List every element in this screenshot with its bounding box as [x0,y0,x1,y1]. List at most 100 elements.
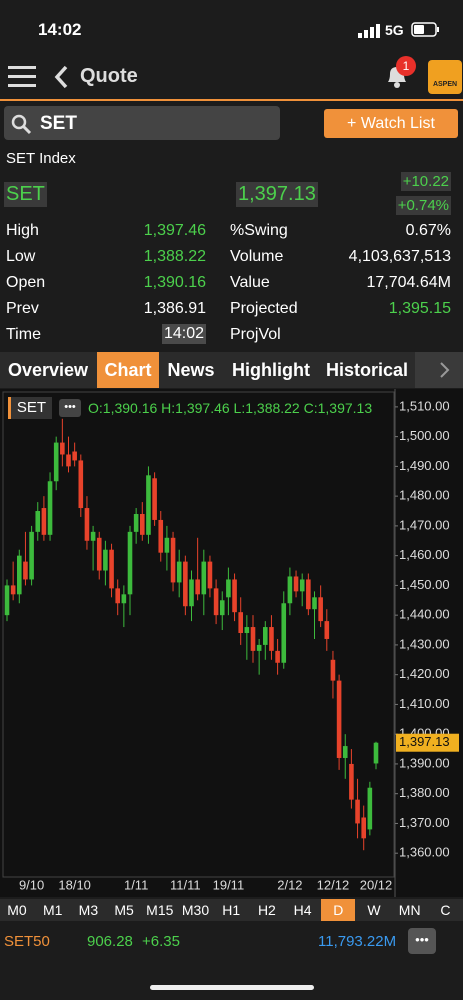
candle-body [287,576,293,604]
candle-body [244,627,250,634]
candle-body [238,612,243,634]
candle-body [35,511,41,532]
candle-body [4,585,10,616]
battery-icon [411,22,439,37]
tab[interactable]: Overview [7,360,89,380]
timeframe[interactable]: M3 [78,902,99,918]
candle-body [115,588,120,604]
timeframe-bar: M0 M1 M3 M5 M15 M30 H1 H2 H4 D W MN C [0,899,463,921]
candle-body [226,579,231,598]
candle-body [355,799,360,824]
row-value: 1,388.22 [143,248,206,265]
timeframe[interactable]: C [440,902,451,918]
symbol: SET [4,182,47,207]
legend-menu[interactable]: ••• [59,399,81,417]
tab[interactable]: Chart [97,352,159,388]
x-tick-label: 2/12 [277,877,302,892]
timeframe[interactable]: W [367,902,381,918]
timeframe[interactable]: M5 [114,902,134,918]
candle-body [189,579,194,607]
row-label: Value [230,274,270,291]
candle-body [133,513,139,532]
candle-body [373,742,379,764]
y-tick-label: 1,360.00 [399,845,450,860]
row-value: 1,390.16 [143,274,206,291]
candle-body [330,659,336,681]
candle-body [17,555,22,595]
price-tag: 1,397.13 [399,734,450,749]
tab[interactable]: Historical [325,360,409,380]
timeframe[interactable]: M0 [7,902,27,918]
timeframe[interactable]: H1 [222,902,241,918]
candle-body [152,478,157,520]
tab[interactable]: Highlight [232,360,310,380]
candle-body [84,508,90,541]
candle-body [269,627,274,651]
y-tick-label: 1,510.00 [399,398,450,413]
timeframe[interactable]: M30 [181,902,210,918]
page-title: Quote [80,65,138,87]
y-tick-label: 1,380.00 [399,785,450,800]
timeframe[interactable]: D [321,899,356,921]
x-tick-label: 18/10 [58,877,91,892]
change-percent: +0.74% [395,196,451,215]
network: 5G [385,22,404,38]
candle-body [47,481,53,535]
legend-symbol: SET [8,397,52,419]
ticker-symbol: SET50 [4,933,50,950]
row-label: ProjVol [230,326,281,343]
x-tick-label: 19/11 [213,877,245,892]
candle-body [103,549,108,571]
y-tick-label: 1,390.00 [399,755,450,770]
plot-frame [2,391,395,878]
tab-scroll-arrow[interactable] [415,352,463,388]
row-label: High [6,222,39,239]
ticker-price: 906.28 [87,933,133,950]
candle-body [336,680,342,758]
timeframe[interactable]: M1 [42,902,63,918]
row-value: 17,704.64M [366,274,451,291]
candle-body [164,537,170,553]
search-box[interactable] [4,106,280,140]
ticker-menu[interactable]: ••• [408,928,436,954]
candle-body [293,576,299,592]
row-value: 4,103,637,513 [348,248,451,265]
timeframe[interactable]: M15 [146,902,174,918]
watch-list-button[interactable]: + Watch List [324,109,458,138]
candle-body [306,579,311,610]
timeframe[interactable]: MN [398,902,421,918]
timeframe[interactable]: H2 [257,902,276,918]
candle-body [109,549,114,589]
candle-body [170,537,176,583]
candle-body [263,627,268,645]
timeframe[interactable]: H4 [293,902,312,918]
row-value: 1,386.91 [143,300,206,317]
candle-body [367,787,373,830]
x-tick-label: 12/12 [317,877,350,892]
search-query: SET [40,113,77,134]
x-tick-label: 1/11 [124,877,148,892]
y-tick-label: 1,490.00 [399,458,450,473]
back-button[interactable] [53,65,69,89]
ticker-change: +6.35 [142,933,180,950]
search-icon [11,114,32,135]
candle-body [53,442,59,482]
menu-button[interactable] [8,66,36,88]
candle-body [10,585,16,595]
y-tick-label: 1,430.00 [399,636,450,651]
candle-body [361,817,366,839]
candle-body [219,600,225,616]
candle-body [78,460,84,509]
candle-body [207,561,213,589]
candle-body [29,531,34,580]
candle-body [195,579,200,595]
row-value: 1,395.15 [388,300,451,317]
candle-body [90,531,96,541]
tab[interactable]: News [167,360,215,380]
x-tick-label: 20/12 [360,877,393,892]
status-time: 14:02 [38,20,82,39]
candle-body [140,513,145,535]
row-label: Volume [230,248,284,265]
y-tick-label: 1,410.00 [399,696,450,711]
